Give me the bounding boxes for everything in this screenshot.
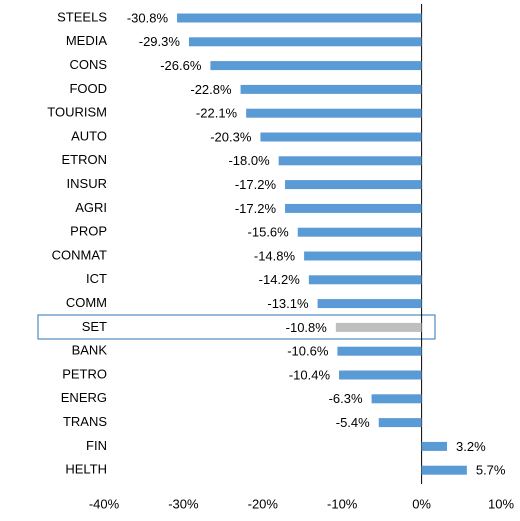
value-label: 3.2% [456, 439, 486, 454]
category-label: CONS [69, 57, 107, 72]
bar [188, 37, 422, 47]
bar [317, 299, 422, 309]
value-label: -29.3% [139, 34, 181, 49]
bar [246, 108, 422, 118]
category-label: AGRI [75, 200, 107, 215]
category-label: AUTO [71, 128, 107, 143]
value-label: -20.3% [210, 129, 252, 144]
x-tick-label: -30% [168, 496, 199, 511]
value-label: -10.6% [287, 344, 329, 359]
category-label: TRANS [63, 414, 107, 429]
bar [421, 441, 448, 451]
category-label: STEELS [57, 9, 107, 24]
x-tick-label: 10% [488, 496, 514, 511]
category-label: PETRO [62, 366, 107, 381]
value-label: -17.2% [235, 201, 277, 216]
value-label: -10.8% [286, 320, 328, 335]
value-label: -17.2% [235, 177, 277, 192]
category-label: BANK [72, 343, 108, 358]
category-label: FIN [86, 438, 107, 453]
value-label: -22.8% [190, 82, 232, 97]
value-label: -6.3% [329, 391, 363, 406]
value-label: -22.1% [196, 106, 238, 121]
value-label: -5.4% [336, 415, 370, 430]
bar [339, 370, 422, 380]
value-label: -26.6% [160, 58, 202, 73]
bar [210, 61, 422, 71]
category-label: FOOD [69, 81, 107, 96]
bar [297, 227, 422, 237]
bar [240, 84, 422, 94]
x-tick-label: -20% [248, 496, 279, 511]
bar [335, 322, 422, 332]
bar [337, 346, 422, 356]
category-label: CONMAT [52, 247, 107, 262]
category-label: HELTH [65, 462, 107, 477]
x-tick-label: -40% [89, 496, 120, 511]
value-label: -18.0% [228, 153, 270, 168]
bar [304, 251, 422, 261]
bar [260, 132, 422, 142]
highlight-box [37, 314, 436, 340]
bar [371, 394, 422, 404]
bar [278, 156, 422, 166]
value-label: -14.2% [259, 272, 301, 287]
category-label: INSUR [67, 176, 107, 191]
category-label: MEDIA [66, 33, 108, 48]
category-label: PROP [70, 224, 107, 239]
x-tick-label: -10% [327, 496, 358, 511]
bar [177, 13, 422, 23]
bar [285, 180, 422, 190]
category-label: TOURISM [47, 105, 107, 120]
bar [378, 418, 422, 428]
category-label: ETRON [62, 152, 108, 167]
value-label: -13.1% [267, 296, 309, 311]
category-label: ENERG [61, 390, 107, 405]
category-label: ICT [86, 271, 107, 286]
value-label: -14.8% [254, 248, 296, 263]
value-label: -30.8% [127, 10, 169, 25]
x-tick-label: 0% [412, 496, 431, 511]
value-label: -10.4% [289, 367, 331, 382]
value-label: -15.6% [248, 225, 290, 240]
bar [308, 275, 422, 285]
bar [285, 203, 422, 213]
bar [421, 465, 467, 475]
category-label: SET [82, 319, 107, 334]
category-label: COMM [66, 295, 107, 310]
value-label: 5.7% [476, 463, 506, 478]
